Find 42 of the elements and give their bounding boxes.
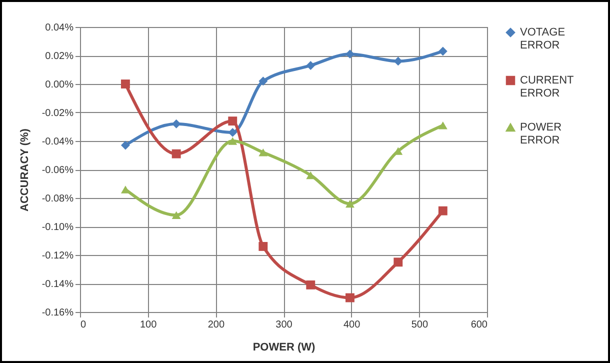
x-tick-label: 400 xyxy=(343,320,361,330)
x-axis-title: POWER (W) xyxy=(252,342,316,354)
point xyxy=(258,242,268,251)
point xyxy=(346,293,354,302)
point xyxy=(394,258,403,267)
x-tick-label: 0 xyxy=(80,320,86,330)
point xyxy=(438,46,448,56)
x-tick-label: 100 xyxy=(140,320,158,330)
y-tick-label: -0.04% xyxy=(42,136,74,148)
point xyxy=(306,61,316,70)
y-tick-label: -0.08% xyxy=(42,194,74,204)
legend-label: POWER ERROR xyxy=(520,122,562,146)
point xyxy=(306,280,316,290)
point xyxy=(172,211,181,219)
point xyxy=(346,200,354,208)
y-tick-label: 0.02% xyxy=(45,51,74,62)
y-tick-label: -0.02% xyxy=(42,108,74,119)
y-tick-label: -0.16% xyxy=(42,308,74,318)
y-tick-label: 0.04% xyxy=(45,22,74,34)
y-axis-title: ACCURACY (%) xyxy=(18,128,31,212)
x-tick-label: 500 xyxy=(411,320,428,330)
y-tick-label: -0.12% xyxy=(42,250,74,262)
x-tick-label: 600 xyxy=(470,320,488,330)
y-tick-label: -0.10% xyxy=(42,222,74,233)
legend-label: VOTAGE ERROR xyxy=(520,26,566,52)
point xyxy=(228,128,238,137)
y-tick-label: -0.14% xyxy=(42,279,74,290)
legend-label: CURRENT ERROR xyxy=(520,74,574,100)
point xyxy=(172,149,181,158)
x-tick-label: 200 xyxy=(208,320,225,330)
point xyxy=(258,148,268,156)
point xyxy=(438,121,448,130)
point xyxy=(258,76,268,86)
x-tick-label: 300 xyxy=(276,320,293,330)
point xyxy=(438,206,448,216)
y-tick-label: 0.00% xyxy=(45,80,74,90)
point xyxy=(120,140,130,150)
point xyxy=(228,137,238,145)
point xyxy=(120,80,130,88)
point xyxy=(228,116,238,126)
point xyxy=(346,50,354,59)
y-tick-label: -0.06% xyxy=(42,165,74,176)
